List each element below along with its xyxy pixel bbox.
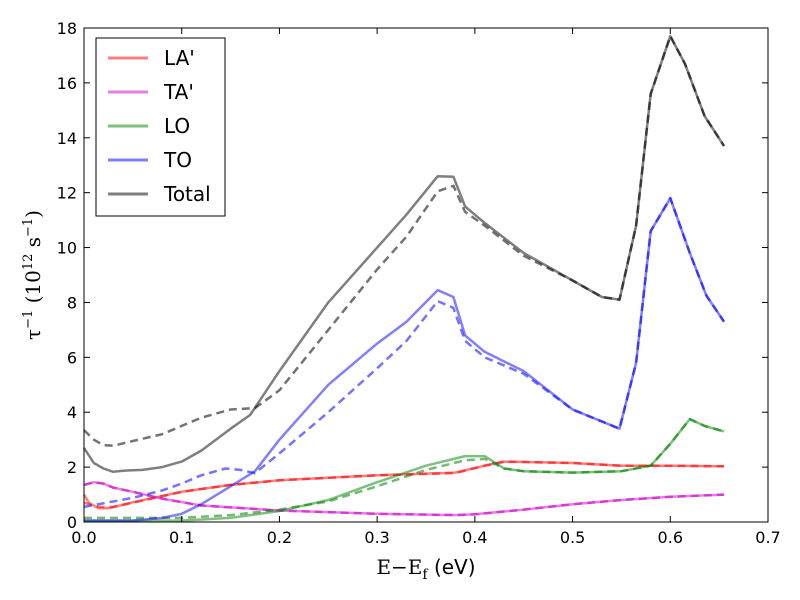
y-tick-label: 10 [57, 239, 77, 258]
x-tick-label: 0.6 [658, 528, 683, 547]
y-tick-label: 8 [67, 293, 77, 312]
plot-frame [83, 27, 769, 523]
series-dashed-line-la [83, 460, 725, 509]
x-tick-label: 0.3 [364, 528, 389, 547]
series-dashed-line-to [83, 196, 726, 509]
legend-label-la: LA' [164, 46, 195, 70]
y-tick-label: 6 [67, 348, 77, 367]
y-tick-label: 16 [57, 74, 77, 93]
series-dashed-line-ta [83, 480, 725, 517]
y-tick-label: 4 [67, 403, 77, 422]
x-tick-label: 0.2 [267, 528, 292, 547]
y-tick-label: 12 [57, 184, 77, 203]
legend-label-ta: TA' [163, 80, 194, 104]
legend-label-lo: LO [164, 114, 190, 138]
x-tick-label: 0.4 [462, 528, 487, 547]
x-tick-label: 0.0 [71, 528, 96, 547]
legend-label-to: TO [163, 148, 192, 172]
series-layer [82, 34, 726, 522]
x-tick-label: 0.5 [560, 528, 585, 547]
legend-label-total: Total [163, 182, 211, 206]
x-tick-label: 0.1 [169, 528, 194, 547]
series-dashed-line-total [83, 34, 726, 447]
series-line-to [84, 196, 726, 522]
ticks-layer: 0.0 0.1 0.2 0.3 0.4 0.5 0.6 0.7 0 2 4 6 8 10 12 14 16 18 [57, 19, 781, 547]
series-dashed-line-lo [84, 417, 725, 520]
x-tick-label: 0.7 [755, 528, 780, 547]
y-tick-label: 0 [67, 513, 77, 532]
y-tick-label: 18 [57, 19, 77, 38]
y-tick-label: 14 [57, 129, 77, 148]
y-tick-label: 2 [67, 458, 77, 477]
legend: LA' TA' LO TO Total [95, 37, 226, 217]
